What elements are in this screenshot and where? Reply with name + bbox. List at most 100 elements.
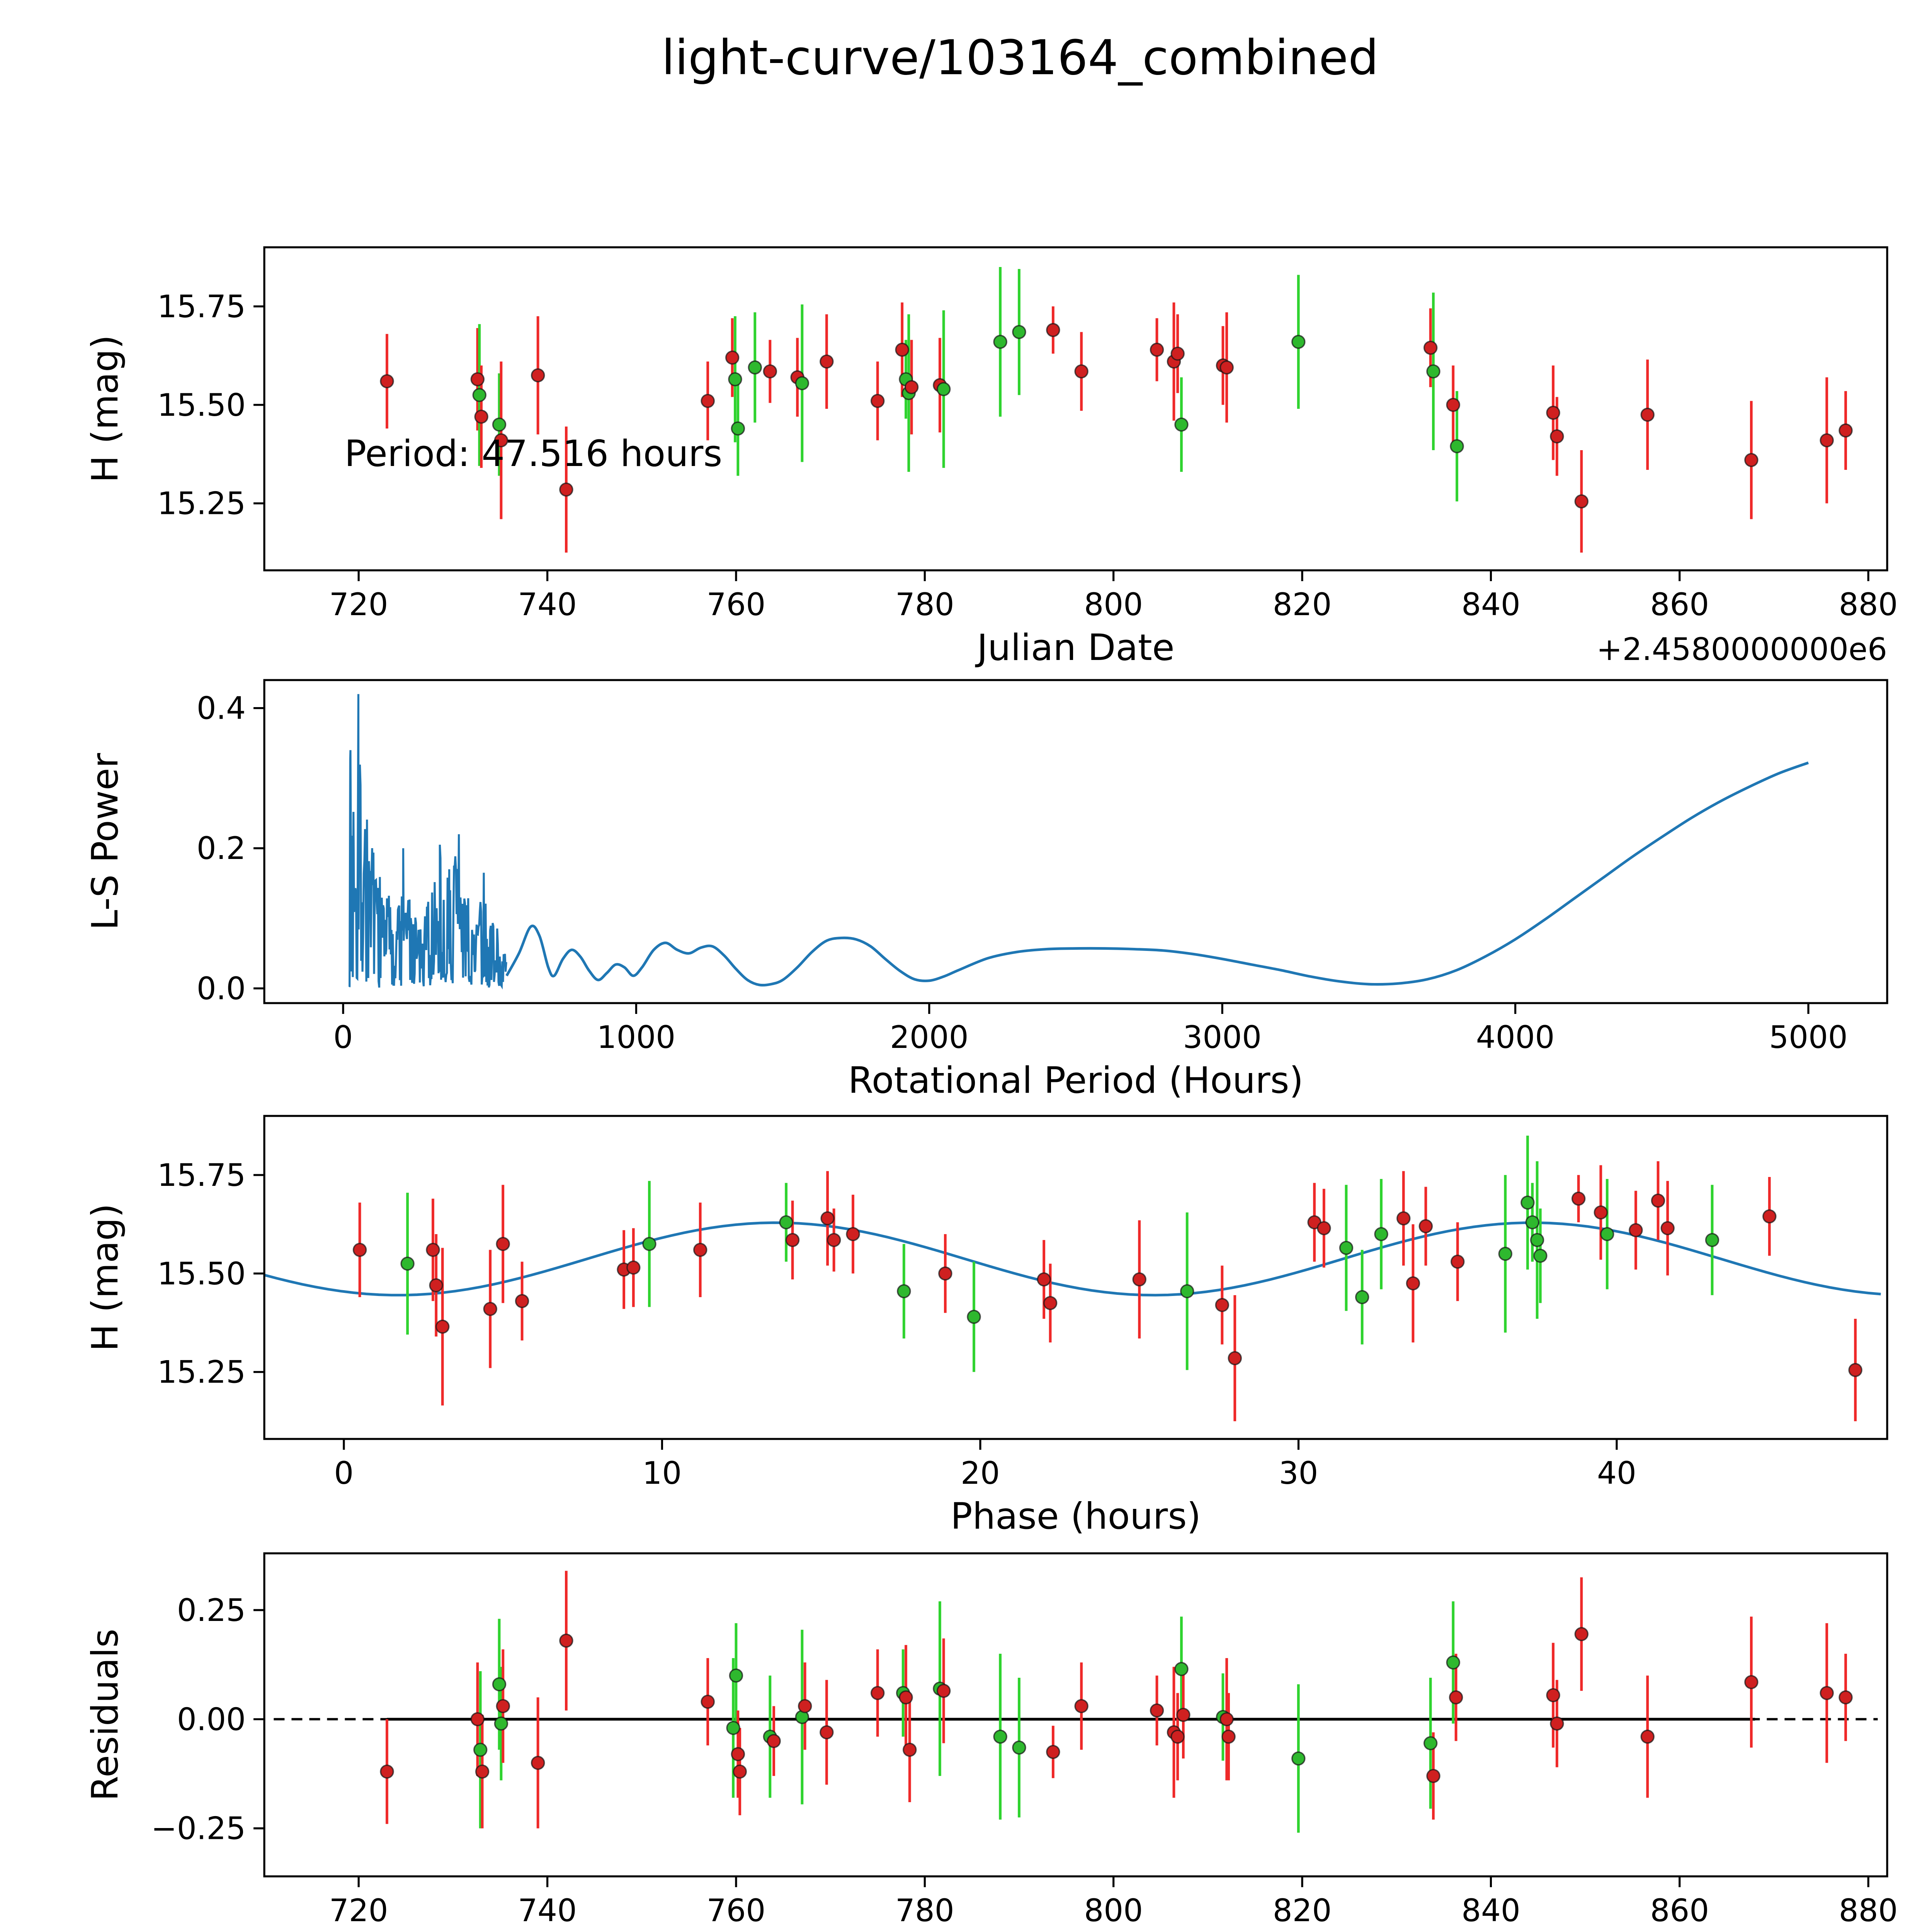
data-point bbox=[426, 1243, 440, 1257]
x-tick-label: 880 bbox=[1839, 587, 1898, 622]
data-point bbox=[1423, 1736, 1438, 1750]
data-point bbox=[492, 417, 507, 432]
data-point bbox=[1291, 1751, 1306, 1766]
data-point bbox=[429, 1278, 443, 1293]
data-point bbox=[1426, 364, 1440, 379]
y-tick-label: −0.25 bbox=[151, 1811, 246, 1847]
data-point bbox=[626, 1260, 641, 1275]
data-point bbox=[1451, 1255, 1465, 1269]
data-point bbox=[1574, 1627, 1589, 1641]
x-tick-label: 20 bbox=[961, 1455, 1000, 1491]
data-point bbox=[899, 1690, 913, 1705]
data-point bbox=[473, 1743, 488, 1757]
data-point bbox=[380, 1764, 394, 1779]
data-point bbox=[748, 360, 762, 375]
x-tick-label: 30 bbox=[1279, 1455, 1318, 1491]
data-point bbox=[1640, 408, 1655, 422]
data-point bbox=[1426, 1769, 1440, 1783]
data-point bbox=[472, 388, 486, 402]
data-point bbox=[1449, 1690, 1463, 1705]
x-axis-label: Julian Date bbox=[975, 627, 1174, 669]
data-point bbox=[1423, 340, 1438, 355]
data-point bbox=[701, 394, 715, 408]
data-point bbox=[1339, 1241, 1354, 1255]
y-tick-label: 15.25 bbox=[157, 1354, 246, 1390]
x-tick-label: 800 bbox=[1084, 587, 1143, 622]
data-point bbox=[827, 1233, 841, 1247]
data-point bbox=[494, 433, 509, 447]
y-tick-label: 0.2 bbox=[197, 830, 246, 866]
data-point bbox=[494, 1716, 509, 1731]
figure-title: light-curve/103164_combined bbox=[662, 30, 1379, 86]
data-point bbox=[1525, 1215, 1539, 1230]
data-point bbox=[1317, 1221, 1331, 1235]
data-point bbox=[1520, 1196, 1535, 1210]
data-point bbox=[779, 1215, 793, 1230]
data-point bbox=[1012, 1740, 1026, 1755]
data-point bbox=[1291, 335, 1306, 349]
data-point bbox=[731, 1747, 745, 1761]
data-point bbox=[785, 1233, 800, 1247]
data-point bbox=[475, 1764, 490, 1779]
data-point bbox=[1820, 1686, 1834, 1700]
data-point bbox=[1132, 1272, 1146, 1287]
x-tick-label: 720 bbox=[329, 1893, 388, 1929]
data-point bbox=[693, 1243, 707, 1257]
data-point bbox=[1418, 1219, 1433, 1233]
data-point bbox=[1046, 1745, 1060, 1759]
x-tick-label: 880 bbox=[1839, 1893, 1898, 1929]
data-point bbox=[1046, 323, 1060, 337]
plot-border bbox=[263, 1115, 1888, 1440]
x-tick-label: 10 bbox=[643, 1455, 682, 1491]
y-tick-label: 15.25 bbox=[157, 486, 246, 522]
x-tick-label: 800 bbox=[1084, 1893, 1143, 1929]
data-point bbox=[871, 394, 885, 408]
y-tick-label: 15.75 bbox=[157, 289, 246, 325]
data-point bbox=[1215, 1298, 1230, 1312]
data-point bbox=[1219, 360, 1234, 375]
data-point bbox=[1546, 405, 1560, 420]
data-point bbox=[1043, 1296, 1058, 1310]
data-point bbox=[531, 1756, 545, 1770]
data-point bbox=[795, 376, 810, 390]
panel-periodogram: 0 1000 2000 3000 4000 5000 0.0 0.2 0.4 Rotational… bbox=[84, 679, 1888, 1102]
x-tick-label: 3000 bbox=[1183, 1019, 1262, 1055]
data-point bbox=[1150, 1703, 1164, 1718]
data-point bbox=[470, 372, 485, 386]
x-tick-label: 760 bbox=[707, 1893, 766, 1929]
data-point bbox=[733, 1764, 747, 1779]
data-point bbox=[1550, 1716, 1564, 1731]
data-point bbox=[1355, 1290, 1369, 1304]
data-point bbox=[1374, 1227, 1388, 1242]
data-point bbox=[798, 1699, 812, 1713]
y-tick-label: 0.4 bbox=[197, 690, 246, 726]
data-point bbox=[725, 350, 740, 365]
y-tick-label: 0.00 bbox=[177, 1701, 246, 1737]
data-point bbox=[1170, 1730, 1185, 1744]
y-tick-label: 15.50 bbox=[157, 1256, 246, 1292]
x-tick-label: 0 bbox=[334, 1455, 354, 1491]
data-point bbox=[701, 1694, 715, 1709]
data-point bbox=[1012, 325, 1026, 339]
data-point bbox=[1705, 1233, 1719, 1247]
data-point bbox=[1550, 429, 1564, 444]
data-point bbox=[820, 1211, 835, 1226]
data-point bbox=[515, 1294, 529, 1308]
data-point bbox=[1150, 342, 1164, 357]
data-point bbox=[1744, 453, 1759, 467]
data-point bbox=[1574, 494, 1589, 509]
y-axis-label: L-S Power bbox=[84, 753, 126, 930]
data-point bbox=[897, 1284, 911, 1298]
axis-offset-text: +2.4580000000e6 bbox=[1597, 631, 1887, 667]
data-point bbox=[993, 335, 1007, 349]
data-point bbox=[729, 1668, 743, 1683]
data-point bbox=[1074, 1699, 1088, 1713]
data-point bbox=[820, 1725, 834, 1740]
data-point bbox=[1651, 1193, 1665, 1208]
data-point bbox=[380, 374, 394, 388]
x-tick-label: 780 bbox=[895, 587, 954, 622]
data-point bbox=[993, 1730, 1007, 1744]
period-annotation: Period: 47.516 hours bbox=[345, 433, 723, 475]
x-axis-label: Rotational Period (Hours) bbox=[848, 1060, 1303, 1102]
